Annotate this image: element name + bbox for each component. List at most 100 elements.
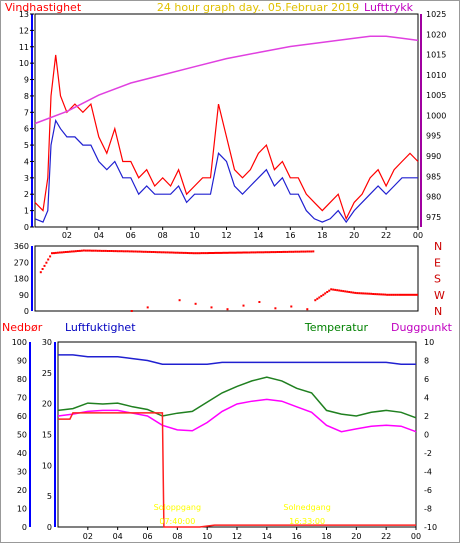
dir_sparse-point (226, 308, 229, 311)
dir_main-point (190, 252, 193, 255)
dir_evening-point (382, 293, 385, 296)
humidity-tick-label: 100 (12, 338, 27, 347)
dir_main-point (120, 250, 123, 253)
dir_sparse-point (130, 310, 133, 312)
dir_main-point (134, 250, 137, 253)
dir_main-point (180, 251, 183, 254)
pressure-tick-label: 985 (426, 172, 441, 181)
dir_main-point (78, 249, 81, 252)
dir_main-point (192, 252, 195, 255)
dir_main-point (92, 249, 95, 252)
dir_evening-point (380, 293, 383, 296)
dir_main-point (43, 264, 46, 267)
dir_main-point (62, 251, 65, 254)
wind-tick-label: 6 (24, 125, 29, 134)
dir_main-point (146, 250, 149, 253)
dir_evening-point (416, 293, 418, 296)
dir_main-point (268, 251, 271, 254)
dir_evening-point (346, 290, 349, 293)
humidity-tick-label: 20 (17, 486, 27, 495)
dir_main-point (272, 251, 275, 254)
dir_sparse-point (306, 308, 309, 311)
humidity-tick-label: 80 (17, 375, 27, 384)
dir_main-point (136, 250, 139, 253)
temperature-tick-label: 8 (424, 357, 429, 366)
dir_main-point (306, 250, 309, 253)
direction-tick-label: 0 (24, 307, 29, 316)
dir_main-point (98, 249, 101, 252)
dir_main-point (288, 250, 291, 253)
wind-tick-label: 9 (24, 76, 29, 85)
temperature-tick-label: -2 (424, 449, 432, 458)
humidity-tick-label: 90 (17, 357, 27, 366)
dir_main-point (116, 250, 119, 253)
dir_main-point (94, 249, 97, 252)
x-tick-label: 18 (317, 231, 327, 240)
x-tick-label: 20 (349, 231, 359, 240)
dir_evening-point (398, 293, 401, 296)
precip-tick-label: 30 (42, 338, 52, 347)
compass-label: W (434, 289, 445, 302)
x-tick-label: 18 (321, 532, 331, 541)
x-tick-label: 02 (83, 532, 93, 541)
dir_main-point (70, 250, 73, 253)
dir_sparse-point (210, 306, 213, 309)
pressure-tick-label: 1010 (426, 71, 446, 80)
dir_main-point (204, 252, 207, 255)
pressure-tick-label: 980 (426, 193, 441, 202)
dir_main-point (246, 251, 249, 254)
compass-label: N (434, 305, 442, 318)
dir_evening-point (392, 293, 395, 296)
chart-title: 24 hour graph day.. 05.Februar 2019 (157, 1, 359, 14)
direction-tick-label: 180 (14, 275, 29, 284)
dir_main-point (74, 250, 77, 253)
dir_main-point (114, 250, 117, 253)
dir_main-point (56, 251, 59, 254)
dir_evening-point (354, 291, 357, 294)
dir_main-point (198, 252, 201, 255)
sun-annotation: Soloppgang (154, 503, 201, 512)
temperature-tick-label: 2 (424, 412, 429, 421)
dir_main-point (41, 268, 44, 270)
precip-tick-label: 25 (42, 369, 52, 378)
dir_main-point (300, 250, 303, 253)
precip-humidity-temp-chart: 0102030405060708090100051015202530-10-8-… (12, 338, 437, 541)
dir_main-point (112, 250, 115, 253)
dir_evening-point (406, 293, 408, 296)
dir_main-point (250, 251, 253, 254)
dewpoint-label: Duggpunkt (391, 321, 453, 334)
dir_main-point (254, 251, 257, 254)
dir_main-point (296, 250, 299, 253)
dir_evening-point (414, 293, 416, 296)
dir_evening-point (352, 291, 355, 294)
dir_main-point (176, 251, 179, 254)
dir_main-point (150, 251, 153, 253)
x-tick-label: 14 (262, 532, 272, 541)
dir_evening-point (336, 289, 339, 292)
dir_main-point (49, 255, 52, 258)
dir_main-point (170, 251, 173, 254)
dir_evening-point (364, 292, 367, 295)
dir_main-point (256, 251, 259, 254)
x-tick-label: 16 (292, 532, 302, 541)
x-tick-label: 10 (189, 231, 199, 240)
temperature-tick-label: 0 (424, 431, 429, 440)
dir_sparse-point (178, 299, 181, 302)
dir_evening-point (396, 293, 399, 296)
dir_main-point (240, 251, 243, 254)
dir_evening-point (316, 297, 319, 300)
dir_main-point (224, 251, 227, 254)
dir_main-point (310, 250, 313, 253)
dir_main-point (152, 251, 155, 253)
x-tick-label: 16 (285, 231, 295, 240)
dir_main-point (264, 251, 267, 254)
dir_main-point (148, 250, 151, 253)
dir_main-point (80, 249, 83, 252)
precip-tick-label: 20 (42, 400, 52, 409)
dir_main-point (312, 250, 315, 253)
compass-label: E (434, 256, 441, 269)
dir_evening-point (358, 292, 361, 295)
dir_main-point (104, 249, 107, 252)
dir_evening-point (360, 292, 363, 295)
